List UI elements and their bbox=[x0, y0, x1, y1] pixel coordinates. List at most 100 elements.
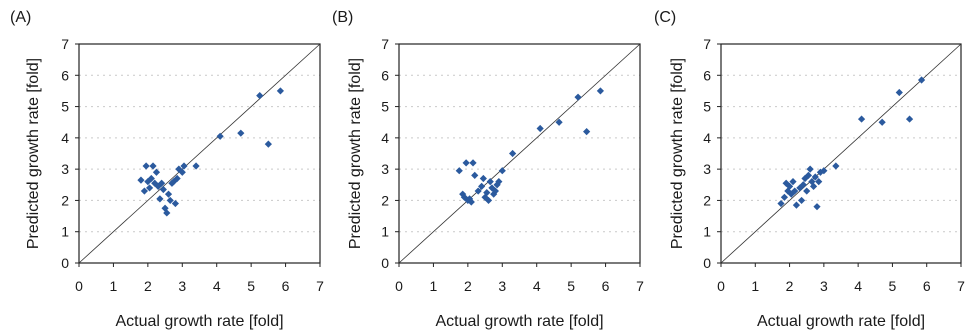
data-point bbox=[574, 93, 582, 101]
data-point bbox=[491, 187, 499, 195]
y-tick-label: 6 bbox=[703, 67, 711, 83]
y-tick-label: 4 bbox=[61, 130, 69, 146]
data-point bbox=[166, 196, 174, 205]
data-point bbox=[791, 187, 799, 195]
data-point bbox=[149, 162, 157, 170]
data-point bbox=[799, 181, 807, 189]
data-point bbox=[276, 87, 285, 95]
data-point bbox=[495, 178, 503, 186]
data-point bbox=[163, 209, 171, 217]
x-tick-label: 0 bbox=[75, 278, 83, 294]
x-tick-label: 0 bbox=[395, 278, 403, 294]
panel-label: (C) bbox=[654, 9, 676, 26]
y-axis-label: Predicted growth rate [fold] bbox=[347, 58, 364, 249]
data-point bbox=[808, 178, 816, 186]
data-point bbox=[878, 118, 886, 126]
data-point bbox=[178, 168, 186, 176]
data-point bbox=[803, 187, 811, 195]
x-tick-label: 4 bbox=[854, 278, 862, 294]
plot-frame bbox=[398, 43, 641, 264]
identity-line bbox=[78, 43, 321, 264]
data-point bbox=[237, 129, 245, 137]
chart-panel-2: (B) 0 1 2 3 4 5 6 7 0 1 2 3 4 5 6 7 Actual growth rate [f… bbox=[332, 9, 644, 330]
chart-panel-1: (A) 0 1 2 3 4 5 6 7 0 1 2 3 4 5 6 7 Actual growth rate [f… bbox=[10, 9, 324, 330]
x-tick-label: 7 bbox=[957, 278, 965, 294]
data-point bbox=[905, 115, 914, 123]
chart-panel-3: (C) 0 1 2 3 4 5 6 7 0 1 2 3 4 5 6 7 Actual growth rate [f… bbox=[654, 9, 965, 330]
data-point bbox=[478, 182, 486, 190]
y-tick-label: 0 bbox=[703, 255, 711, 271]
data-point bbox=[796, 184, 804, 192]
x-tick-label: 2 bbox=[464, 278, 472, 294]
data-point bbox=[493, 181, 501, 189]
x-tick-label: 1 bbox=[751, 278, 759, 294]
data-point bbox=[145, 184, 154, 192]
y-tick-label: 2 bbox=[703, 192, 711, 208]
data-point bbox=[173, 174, 181, 183]
plot-frame bbox=[720, 43, 962, 264]
data-point bbox=[158, 179, 166, 187]
data-point bbox=[806, 165, 814, 173]
data-point bbox=[142, 162, 150, 170]
x-tick-label: 6 bbox=[923, 278, 931, 294]
data-point bbox=[815, 178, 823, 186]
data-point bbox=[159, 185, 167, 194]
data-point bbox=[474, 187, 482, 195]
y-tick-label: 5 bbox=[61, 99, 69, 115]
x-tick-label: 1 bbox=[430, 278, 438, 294]
data-point bbox=[256, 92, 264, 100]
data-point bbox=[469, 159, 477, 167]
y-tick-label: 5 bbox=[703, 99, 711, 115]
x-tick-label: 1 bbox=[110, 278, 118, 294]
x-tick-label: 4 bbox=[533, 278, 541, 294]
data-point bbox=[797, 196, 806, 205]
plot-frame bbox=[78, 43, 321, 264]
y-tick-label: 5 bbox=[381, 99, 389, 115]
x-tick-label: 3 bbox=[498, 278, 506, 294]
y-tick-label: 1 bbox=[703, 224, 711, 240]
y-tick-label: 1 bbox=[381, 224, 389, 240]
data-point bbox=[813, 203, 821, 211]
data-point bbox=[536, 124, 544, 133]
data-point bbox=[583, 128, 591, 136]
y-tick-label: 7 bbox=[381, 36, 389, 52]
y-tick-label: 4 bbox=[381, 130, 389, 146]
data-point bbox=[917, 76, 926, 84]
data-point bbox=[596, 87, 605, 95]
x-tick-label: 5 bbox=[247, 278, 255, 294]
data-point bbox=[171, 199, 179, 208]
data-point bbox=[152, 168, 161, 176]
y-tick-label: 7 bbox=[703, 36, 711, 52]
x-tick-label: 0 bbox=[717, 278, 725, 294]
y-tick-label: 2 bbox=[381, 192, 389, 208]
data-point bbox=[467, 198, 475, 206]
data-point bbox=[490, 190, 498, 198]
x-tick-label: 3 bbox=[178, 278, 186, 294]
data-point bbox=[137, 176, 145, 184]
data-point bbox=[486, 178, 494, 186]
data-point bbox=[164, 190, 173, 198]
data-point bbox=[789, 178, 797, 186]
y-tick-label: 4 bbox=[703, 130, 711, 146]
y-tick-label: 3 bbox=[381, 161, 389, 177]
data-point bbox=[832, 162, 840, 170]
data-point bbox=[509, 149, 517, 158]
data-point bbox=[787, 190, 795, 198]
y-tick-label: 3 bbox=[703, 161, 711, 177]
data-point bbox=[140, 187, 149, 195]
y-tick-label: 2 bbox=[61, 192, 69, 208]
data-point bbox=[777, 199, 785, 208]
y-tick-label: 0 bbox=[61, 255, 69, 271]
x-tick-label: 5 bbox=[889, 278, 897, 294]
data-point bbox=[264, 140, 272, 148]
x-tick-label: 5 bbox=[567, 278, 575, 294]
data-point bbox=[484, 196, 493, 205]
data-point bbox=[804, 171, 813, 179]
y-axis-label: Predicted growth rate [fold] bbox=[669, 58, 686, 249]
identity-line bbox=[720, 43, 962, 264]
x-axis-label: Actual growth rate [fold] bbox=[115, 313, 283, 330]
data-point bbox=[192, 162, 200, 170]
data-point bbox=[792, 201, 801, 209]
x-axis-label: Actual growth rate [fold] bbox=[757, 313, 925, 330]
